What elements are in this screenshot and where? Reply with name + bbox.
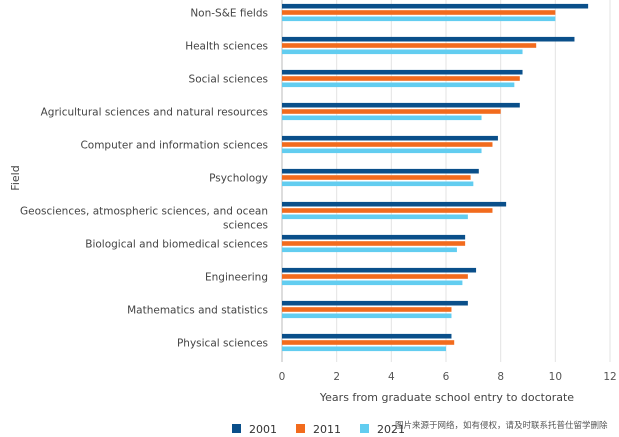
bar-2021 [282,247,457,253]
x-tick-label: 8 [497,371,504,383]
bar-2001 [282,3,589,9]
legend: 2001 2011 2021 [232,423,405,436]
legend-swatch-2001 [232,424,241,433]
bar-2021 [282,82,515,88]
bar-2001 [282,102,520,108]
bar-2001 [282,267,477,273]
bar-2001 [282,300,468,306]
bar-2021 [282,313,452,319]
bar-2011 [282,208,493,213]
x-axis-title: Years from graduate school entry to doct… [319,391,574,404]
bar-2011 [282,10,556,15]
legend-swatch-2021 [360,424,369,433]
gridlines [281,0,611,362]
category-label: Non-S&E fields [190,8,268,20]
bars [282,3,589,352]
x-tick-labels: 0 2 4 6 8 10 12 [279,371,617,383]
bar-2021 [282,346,446,352]
category-label: Health sciences [185,41,268,53]
x-tick-label: 2 [333,371,340,383]
x-tick-label: 12 [603,371,616,383]
bar-2001 [282,234,466,240]
category-label: Computer and information sciences [80,140,268,152]
bar-2011 [282,274,468,279]
bar-2021 [282,49,523,55]
legend-label-2021: 2021 [377,423,405,436]
bar-2001 [282,333,452,339]
bar-2021 [282,181,474,187]
bar-2021 [282,115,482,121]
x-tick-label: 10 [549,371,562,383]
bar-2011 [282,241,466,246]
bar-2011 [282,307,452,312]
bar-2011 [282,43,537,48]
category-label: Engineering [205,272,268,284]
bar-2001 [282,36,575,42]
legend-label-2001: 2001 [249,423,277,436]
bar-2011 [282,142,493,147]
bar-2001 [282,69,523,75]
bar-2021 [282,16,556,22]
bar-2021 [282,214,468,220]
bar-2001 [282,201,507,207]
category-label: Physical sciences [177,338,268,350]
y-axis-title: Field [9,165,22,190]
category-label: Biological and biomedical sciences [85,239,268,251]
watermark-text: 图片来源于网络，如有侵权，请及时联系托普仕留学删除 [395,420,608,431]
bar-2001 [282,135,498,141]
category-label: Psychology [209,173,268,185]
bar-2011 [282,175,471,180]
bar-2011 [282,340,455,345]
x-tick-label: 4 [388,371,395,383]
x-tick-label: 0 [279,371,286,383]
bar-2011 [282,109,501,114]
category-label: Social sciences [189,74,268,86]
legend-label-2011: 2011 [313,423,341,436]
category-label: Mathematics and statistics [127,305,268,317]
x-tick-label: 6 [443,371,450,383]
category-label: sciences [223,220,268,232]
legend-swatch-2011 [296,424,305,433]
category-labels: Non-S&E fields Health sciences Social scie… [20,8,268,350]
bar-2001 [282,168,479,174]
bar-2021 [282,148,482,154]
bar-2021 [282,280,463,286]
category-label: Agricultural sciences and natural resour… [41,107,268,119]
category-label: Geosciences, atmospheric sciences, and o… [20,206,268,218]
bar-2011 [282,76,520,81]
